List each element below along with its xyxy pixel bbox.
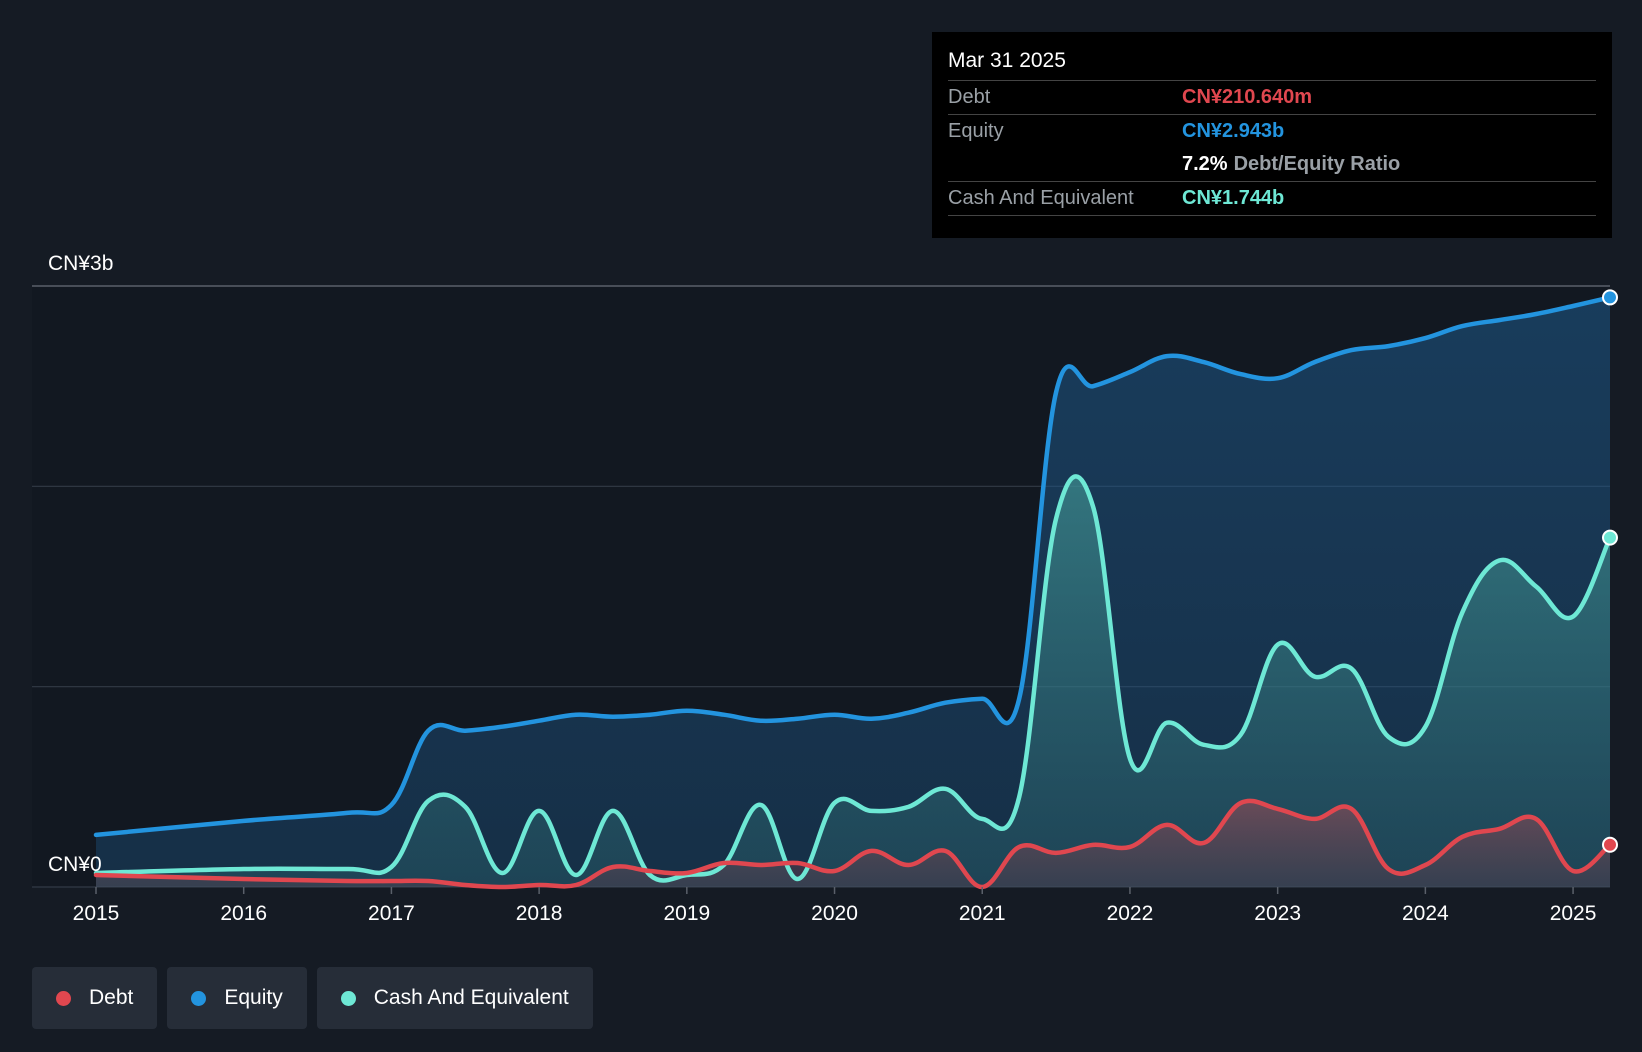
legend-dot-debt (56, 990, 71, 1006)
tooltip-equity-row: Equity CN¥2.943b (948, 115, 1596, 148)
legend-item-debt[interactable]: Debt (32, 967, 158, 1029)
x-tick-label: 2023 (1254, 902, 1301, 925)
x-tick-label: 2016 (220, 902, 267, 925)
debt-line (93, 798, 1613, 890)
cash-end-marker[interactable] (1602, 529, 1618, 546)
debt-area (96, 800, 1610, 888)
legend-label-equity: Equity (224, 986, 283, 1009)
equity-end-marker[interactable] (1602, 289, 1618, 306)
tooltip-debt-row: Debt CN¥210.640m (948, 81, 1596, 115)
tooltip-panel: Mar 31 2025 Debt CN¥210.640m Equity CN¥2… (932, 32, 1612, 238)
cash-line (93, 474, 1613, 883)
tooltip-cash-value: CN¥1.744b (1182, 187, 1285, 209)
area-fills (96, 297, 1610, 888)
x-tick-label: 2018 (516, 902, 563, 925)
tooltip-equity-label: Equity (948, 120, 1004, 142)
legend: Debt Equity Cash And Equivalent (32, 967, 593, 1029)
end-markers (1602, 289, 1618, 853)
tooltip-debt-value: CN¥210.640m (1182, 86, 1313, 108)
x-tick-label: 2021 (959, 902, 1006, 925)
tooltip-ratio-value: 7.2% (1182, 153, 1228, 175)
x-tick-label: 2019 (663, 902, 710, 925)
x-tick-label: 2022 (1107, 902, 1154, 925)
legend-item-equity[interactable]: Equity (167, 967, 307, 1029)
tooltip-equity-value: CN¥2.943b (1182, 120, 1285, 142)
legend-label-debt: Debt (89, 986, 134, 1009)
x-tick-label: 2025 (1550, 902, 1597, 925)
equity-line (93, 295, 1613, 838)
tooltip-ratio-spacer (948, 148, 1182, 181)
legend-label-cash: Cash And Equivalent (373, 986, 569, 1009)
tooltip-ratio-label: Debt/Equity Ratio (1233, 153, 1401, 175)
tooltip-cash-row: Cash And Equivalent CN¥1.744b (948, 182, 1596, 216)
tooltip-ratio-row: 7.2% Debt/Equity Ratio (948, 148, 1596, 182)
tooltip-cash-label: Cash And Equivalent (948, 187, 1134, 209)
cash-area (96, 476, 1610, 887)
equity-area (96, 297, 1610, 887)
y-axis-top-label: CN¥3b (48, 252, 113, 275)
tooltip-date: Mar 31 2025 (948, 46, 1596, 81)
y-axis-bottom-label: CN¥0 (48, 853, 102, 876)
x-tick-label: 2015 (73, 902, 120, 925)
x-tick-label: 2017 (368, 902, 415, 925)
x-tick-label: 2020 (811, 902, 858, 925)
debt-end-marker[interactable] (1602, 836, 1618, 853)
series-lines (93, 295, 1613, 890)
x-axis-ticks: 2015 2016 2017 2018 2019 2020 2021 2022 2023 2024… (73, 887, 1597, 925)
legend-dot-equity (191, 990, 207, 1006)
legend-dot-cash (340, 990, 356, 1006)
tooltip-debt-label: Debt (948, 86, 991, 108)
legend-item-cash[interactable]: Cash And Equivalent (316, 967, 593, 1029)
tooltip-ratio: 7.2% Debt/Equity Ratio (1182, 148, 1400, 181)
x-tick-label: 2024 (1402, 902, 1449, 925)
